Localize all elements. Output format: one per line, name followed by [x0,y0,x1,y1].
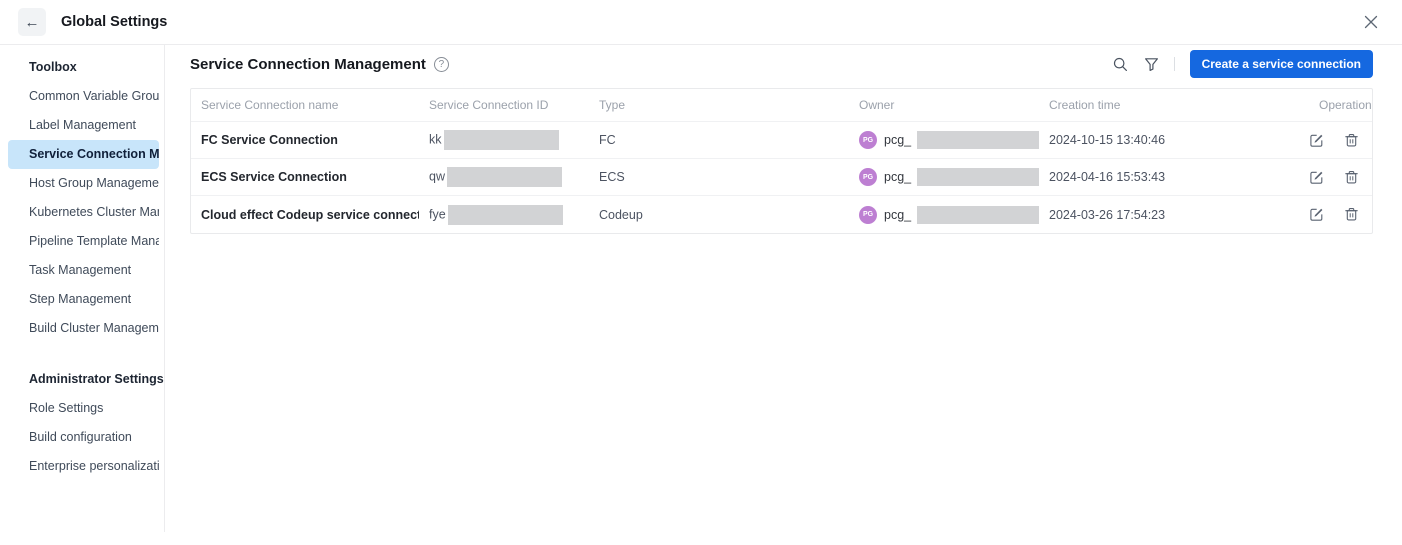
content-layout: Toolbox Common Variable Group Label Mana… [0,45,1402,545]
column-header-type: Type [599,98,626,112]
filter-button[interactable] [1144,57,1159,72]
connection-name: ECS Service Connection [201,170,347,184]
table-header-row: Service Connection name Service Connecti… [191,89,1372,122]
sidebar-item-build-configuration[interactable]: Build configuration [29,430,132,444]
owner-name: pcg_ [884,170,912,184]
column-header-owner: Owner [859,98,895,112]
filter-icon [1144,57,1158,71]
column-header-name: Service Connection name [201,98,339,112]
table-row: ECS Service Connection qw ECS PG pcg_ 20… [191,159,1372,196]
search-icon [1113,57,1127,71]
create-service-connection-button[interactable]: Create a service connection [1189,50,1373,78]
sidebar-item-build-cluster-management[interactable]: Build Cluster Managemer [29,321,159,335]
sidebar-item-pipeline-template-management[interactable]: Pipeline Template Manag [29,234,159,248]
delete-button[interactable] [1344,133,1359,148]
redacted-id-block [447,204,563,225]
sidebar-item-task-management[interactable]: Task Management [29,263,132,277]
sidebar-item-host-group-management[interactable]: Host Group Management [29,176,159,190]
trash-icon [1345,208,1358,221]
edit-icon [1310,208,1323,221]
owner-cell: PG pcg_ [849,131,1039,149]
sidebar-item-kubernetes-cluster-management[interactable]: Kubernetes Cluster Mana [29,205,159,219]
sidebar-item-common-variable-group[interactable]: Common Variable Group [29,89,159,103]
operation-cell [1309,133,1372,148]
connection-name: Cloud effect Codeup service connection [201,207,419,222]
connection-id: qw [419,167,589,187]
redacted-owner-block [917,168,1039,186]
sidebar-section-toolbox: Toolbox [29,60,77,74]
sidebar: Toolbox Common Variable Group Label Mana… [0,45,165,532]
sidebar-section-administrator-settings: Administrator Settings [29,372,164,386]
arrow-left-icon: ← [24,13,40,31]
back-button[interactable]: ← [18,8,46,36]
connection-type: FC [599,133,616,147]
close-button[interactable] [1364,15,1378,29]
connection-type: ECS [599,170,625,184]
sidebar-item-service-connection-management[interactable]: Service Connection Man [8,140,159,169]
owner-avatar: PG [859,168,877,186]
sidebar-section-gap [0,343,164,365]
column-header-id: Service Connection ID [429,98,549,112]
toolbar-divider [1173,57,1175,71]
redacted-owner-block [917,205,1039,224]
help-icon[interactable]: ? [433,56,449,72]
top-bar: ← Global Settings [0,0,1402,45]
creation-time: 2024-03-26 17:54:23 [1049,207,1166,222]
connection-id: fye [419,204,589,225]
owner-cell: PG pcg_ [849,168,1039,186]
edit-icon [1310,134,1323,147]
sidebar-item-role-settings[interactable]: Role Settings [29,401,104,415]
connection-type: Codeup [599,207,643,222]
table-row: Cloud effect Codeup service connection f… [191,196,1372,233]
column-header-creation-time: Creation time [1049,98,1121,112]
redacted-id-block [446,167,562,187]
owner-avatar: PG [859,131,877,149]
trash-icon [1345,170,1358,183]
owner-name: pcg_ [884,207,912,222]
search-button[interactable] [1113,57,1128,72]
redacted-id-block [443,130,559,150]
close-icon [1364,15,1378,29]
owner-name: pcg_ [884,133,912,147]
sidebar-item-label-management[interactable]: Label Management [29,118,137,132]
connection-id: kk [419,130,589,150]
owner-cell: PG pcg_ [849,205,1039,224]
edit-button[interactable] [1309,133,1324,148]
creation-time: 2024-10-15 13:40:46 [1049,133,1166,147]
edit-button[interactable] [1309,207,1324,222]
creation-time: 2024-04-16 15:53:43 [1049,170,1166,184]
trash-icon [1345,133,1358,146]
column-header-operation: Operation [1319,98,1372,112]
delete-button[interactable] [1344,207,1359,222]
owner-avatar: PG [859,205,877,224]
header-actions: Create a service connection [1113,50,1373,78]
operation-cell [1309,170,1372,185]
service-connection-table: Service Connection name Service Connecti… [190,88,1373,234]
main-panel: Service Connection Management ? Create a… [165,45,1402,545]
delete-button[interactable] [1344,170,1359,185]
page-title: Global Settings [61,14,168,30]
main-header: Service Connection Management ? Create a… [190,50,1373,78]
operation-cell [1309,207,1372,222]
edit-button[interactable] [1309,170,1324,185]
edit-icon [1310,171,1323,184]
sidebar-item-enterprise-personalization[interactable]: Enterprise personalizatior [29,459,159,473]
table-row: FC Service Connection kk FC PG pcg_ 2024… [191,122,1372,159]
redacted-owner-block [917,131,1039,149]
sidebar-item-step-management[interactable]: Step Management [29,292,132,306]
section-title: Service Connection Management [190,55,426,73]
connection-name: FC Service Connection [201,133,338,147]
